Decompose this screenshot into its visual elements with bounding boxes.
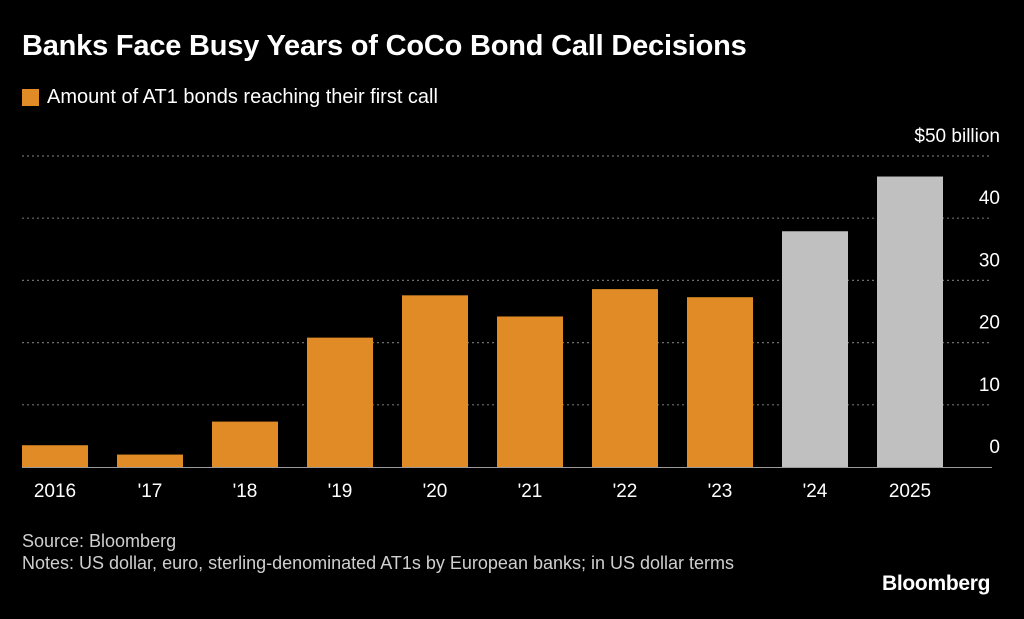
notes: Notes: US dollar, euro, sterling-denomin… [22,553,735,573]
bar [592,289,658,467]
x-tick-label: '17 [138,481,163,502]
x-tick-label: 2016 [34,481,76,502]
bar [117,454,183,467]
bar [497,316,563,467]
bloomberg-logo: Bloomberg [882,572,991,595]
bar [687,297,753,467]
bar [212,421,278,467]
x-tick-labels: 2016 '17 '18 '19 '20 '21 '22 '23 '24 2025 [34,481,931,502]
y-tick-label: $50 billion [914,126,1000,147]
y-tick-label: 20 [979,313,1000,334]
x-tick-label: 2025 [889,481,931,502]
legend-swatch [22,89,39,106]
bar [877,176,943,467]
legend: Amount of AT1 bonds reaching their first… [22,86,438,109]
source-note: Source: Bloomberg [22,531,177,551]
bar [402,295,468,467]
x-tick-label: '19 [328,481,353,502]
bar [307,337,373,467]
y-tick-labels: 0 10 20 30 40 $50 billion [914,126,1000,458]
legend-label: Amount of AT1 bonds reaching their first… [47,86,438,108]
x-tick-label: '21 [518,481,543,502]
x-tick-label: '22 [613,481,638,502]
y-tick-label: 0 [989,437,1000,458]
x-tick-label: '24 [803,481,828,502]
x-tick-label: '18 [233,481,258,502]
bar [782,231,848,467]
x-tick-label: '23 [708,481,733,502]
bar [22,445,88,467]
bars [22,176,943,467]
y-tick-label: 30 [979,250,1000,271]
y-tick-label: 40 [979,188,1000,209]
chart-title: Banks Face Busy Years of CoCo Bond Call … [22,30,747,62]
y-tick-label: 10 [979,375,1000,396]
footer: Source: Bloomberg Notes: US dollar, euro… [22,530,842,574]
x-tick-label: '20 [423,481,448,502]
bar-chart: 0 10 20 30 40 $50 billion 2016 '17 '18 '19 '20 '21… [22,126,1000,502]
